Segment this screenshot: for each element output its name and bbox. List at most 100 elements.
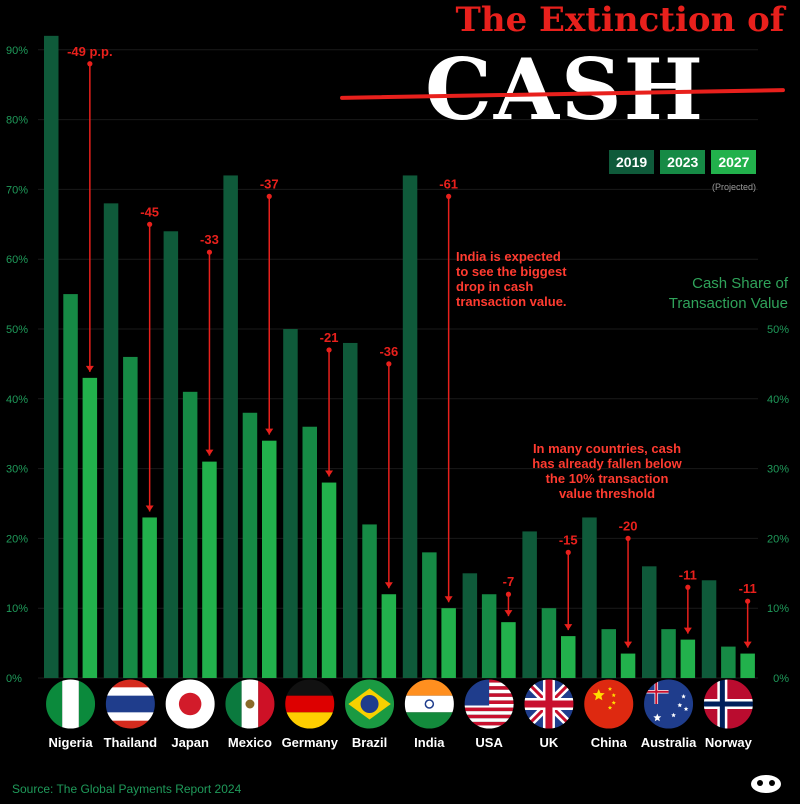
flag-part (592, 689, 605, 701)
flag-part (178, 692, 202, 716)
y-tick-left: 30% (6, 464, 28, 476)
flag-part (284, 695, 335, 713)
bar-2023 (123, 356, 138, 678)
bar-2019 (283, 329, 298, 678)
thailand-flag (105, 679, 156, 729)
flag-part (464, 704, 515, 708)
norway-flag (703, 679, 754, 729)
bar-2027 (561, 636, 576, 678)
publisher-logo-icon (751, 775, 781, 793)
legend-projected-note: (Projected) (712, 182, 757, 192)
flag-part (224, 679, 242, 729)
change-arrow-dot (87, 61, 93, 67)
bar-2027 (740, 653, 755, 678)
uk-flag (523, 679, 574, 729)
flag-border (164, 678, 216, 730)
change-arrow-head (564, 624, 573, 631)
flag-border (523, 678, 575, 730)
change-arrow-head (205, 449, 214, 456)
change-arrow-head (624, 641, 633, 648)
bar-2027 (680, 639, 696, 678)
country-label: USA (475, 735, 503, 750)
flag-border (463, 678, 515, 730)
legend-2023: 2023 (660, 150, 706, 174)
change-arrow-dot (685, 584, 691, 590)
flag-part (62, 679, 79, 729)
flag-part (464, 707, 515, 712)
legend-2019: 2019 (609, 150, 655, 174)
flag-border (224, 678, 276, 730)
change-arrow-head (504, 610, 513, 617)
flag-border (583, 678, 635, 730)
y-tick-right: 10% (767, 603, 789, 615)
flag-part (583, 679, 634, 729)
change-label: -37 (260, 176, 279, 191)
change-arrow-head (145, 505, 154, 512)
india-note-line: to see the biggest (456, 264, 567, 279)
mexico-flag (224, 679, 275, 729)
threshold-note-line: has already fallen below (532, 456, 682, 471)
bar-2019 (402, 175, 418, 678)
change-label: -36 (379, 344, 398, 359)
axis-label-line-2: Transaction Value (668, 295, 788, 312)
flag-part (424, 699, 435, 709)
flag-part (683, 706, 689, 711)
country-label: Thailand (104, 735, 158, 750)
country-label: Mexico (228, 735, 272, 750)
nigeria-flag (45, 679, 96, 729)
change-arrow-head (265, 428, 274, 435)
flag-part (105, 695, 156, 713)
flag-part (105, 679, 156, 688)
flag-part (284, 712, 335, 729)
bar-2027 (262, 440, 277, 678)
japan-flag (165, 679, 216, 729)
y-tick-left: 50% (6, 324, 28, 336)
flag-part (404, 679, 455, 696)
country-label: Germany (282, 735, 339, 750)
bar-2023 (422, 552, 437, 678)
germany-flag (284, 679, 335, 729)
flag-part (245, 699, 255, 709)
change-label: -45 (140, 204, 159, 219)
flag-part (404, 712, 455, 729)
flag-border (702, 678, 754, 730)
change-arrow-dot (147, 221, 153, 227)
flag-border (104, 678, 156, 730)
bar-2019 (163, 231, 179, 678)
flag-part (284, 679, 335, 696)
y-tick-right: 50% (767, 324, 789, 336)
flag-border (284, 678, 336, 730)
flag-part (607, 705, 613, 710)
y-tick-left: 20% (6, 533, 28, 545)
flag-part (105, 720, 156, 729)
title-line-1: The Extinction of (455, 0, 785, 40)
flag-part (671, 712, 676, 718)
legend-2027: 2027 (711, 150, 757, 174)
bar-2023 (302, 426, 317, 678)
axis-label-right: Cash Share of Transaction Value (669, 274, 788, 314)
flag-part (681, 694, 686, 699)
change-arrow-dot (446, 193, 452, 199)
change-arrow-dot (505, 591, 512, 597)
bar-2019 (522, 531, 537, 678)
bar-2019 (642, 566, 657, 678)
flag-part (464, 679, 490, 706)
india-note-line: drop in cash (456, 279, 534, 294)
change-arrow-head (325, 470, 334, 477)
country-label: Japan (171, 735, 209, 750)
change-arrow-dot (386, 361, 392, 367)
legend: 2019 2023 2027 (609, 150, 757, 174)
flag-part (464, 725, 515, 729)
india-note-line: India is expected (456, 249, 561, 264)
flag-part (611, 693, 616, 698)
country-label: Nigeria (49, 735, 94, 750)
source-text: Source: The Global Payments Report 2024 (12, 782, 242, 796)
change-label: -20 (619, 518, 638, 533)
y-tick-left: 90% (6, 45, 28, 57)
country-label: China (591, 735, 628, 750)
india-note-line: transaction value. (456, 294, 567, 309)
bar-2027 (202, 461, 217, 678)
flag-part (653, 713, 662, 722)
y-tick-right: 30% (767, 464, 789, 476)
bar-2027 (501, 622, 516, 678)
